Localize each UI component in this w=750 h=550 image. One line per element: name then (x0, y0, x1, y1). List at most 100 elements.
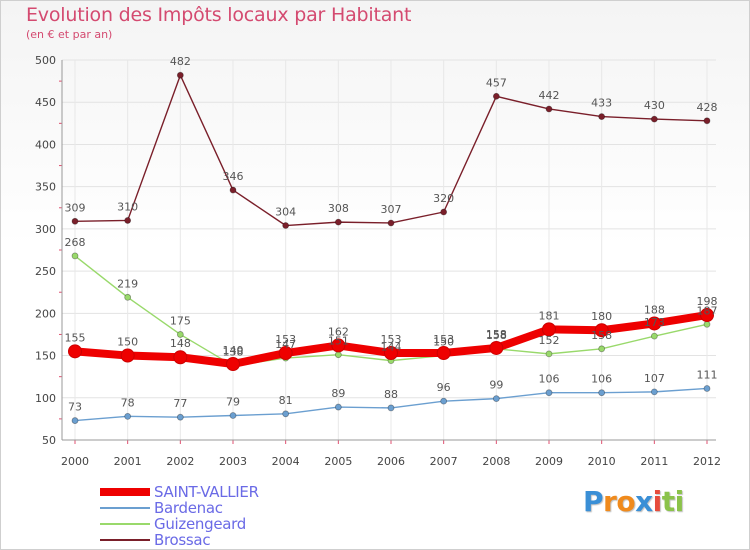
data-point-bardenac (229, 412, 237, 419)
data-point-brossac (124, 217, 132, 224)
data-point-brossac (229, 186, 237, 194)
data-point-brossac (71, 217, 79, 225)
data-label-brossac: 433 (591, 97, 612, 110)
data-label-bardenac: 107 (644, 372, 665, 385)
data-label-brossac: 482 (170, 55, 191, 68)
data-point-guizengeard (545, 350, 553, 358)
data-point-bardenac (703, 385, 711, 392)
data-label-brossac: 304 (275, 206, 296, 219)
data-point-guizengeard (71, 252, 79, 260)
data-point-bardenac (334, 403, 342, 411)
data-label-saint-vallier: 153 (275, 333, 296, 346)
x-tick-label: 2008 (482, 455, 510, 468)
data-label-guizengeard: 175 (170, 314, 191, 327)
x-tick-label: 2002 (166, 455, 194, 468)
data-point-brossac (334, 218, 342, 226)
data-label-bardenac: 78 (121, 396, 135, 409)
logo-letter: x (635, 485, 653, 518)
data-point-saint-vallier (226, 357, 240, 371)
data-label-bardenac: 89 (331, 387, 345, 400)
data-label-brossac: 309 (65, 201, 86, 214)
data-label-saint-vallier: 158 (486, 328, 507, 341)
legend-item-saint-vallier: SAINT-VALLIER (100, 484, 360, 500)
data-label-guizengeard: 158 (486, 329, 507, 342)
data-label-guizengeard: 187 (697, 304, 718, 317)
data-point-guizengeard (334, 351, 342, 359)
data-point-brossac (703, 117, 711, 125)
x-tick-label: 2010 (588, 455, 616, 468)
data-labels: 309 310 482 346 304 308 307 320 457 442 433 430 428 2… (65, 55, 718, 413)
x-tick-label: 2005 (324, 455, 352, 468)
data-label-guizengeard: 152 (539, 334, 560, 347)
data-point-brossac (492, 92, 500, 100)
x-tick-label: 2006 (377, 455, 405, 468)
data-point-guizengeard (598, 345, 606, 353)
data-label-bardenac: 111 (697, 368, 718, 381)
x-tick-label: 2009 (535, 455, 563, 468)
y-tick-label: 150 (35, 350, 56, 363)
data-point-guizengeard (703, 320, 711, 328)
data-label-bardenac: 79 (226, 396, 240, 409)
series (68, 71, 714, 424)
data-point-bardenac (598, 389, 606, 397)
axes: 50 100 150 200 250 300 350 400 450 500 2000 2001 200… (35, 54, 721, 468)
legend-item-bardenac: Bardenac (100, 500, 360, 516)
data-point-guizengeard (176, 331, 184, 338)
data-point-guizengeard (650, 332, 658, 340)
data-point-guizengeard (124, 293, 132, 301)
legend-swatch-saint-vallier (100, 488, 150, 496)
data-label-saint-vallier: 148 (170, 337, 191, 350)
data-label-bardenac: 88 (384, 388, 398, 401)
data-point-bardenac (440, 397, 448, 405)
data-label-bardenac: 106 (591, 373, 612, 386)
data-label-guizengeard: 151 (328, 335, 349, 348)
data-label-saint-vallier: 180 (591, 310, 612, 323)
data-point-bardenac (124, 412, 132, 420)
data-point-saint-vallier (700, 308, 714, 323)
data-point-saint-vallier (173, 350, 188, 365)
legend-label-bardenac: Bardenac (154, 499, 223, 517)
data-point-brossac (545, 105, 553, 113)
data-point-brossac (598, 113, 606, 120)
x-tick-label: 2011 (640, 455, 668, 468)
data-label-saint-vallier: 153 (381, 333, 402, 346)
data-label-bardenac: 96 (437, 381, 451, 394)
data-label-guizengeard: 144 (381, 341, 402, 354)
chart-title: Evolution des Impôts locaux par Habitant (26, 4, 412, 26)
data-point-bardenac (387, 404, 395, 412)
series-bardenac (71, 385, 711, 424)
legend-item-guizengeard: Guizengeard (100, 516, 360, 532)
data-point-saint-vallier (278, 346, 293, 361)
data-label-brossac: 310 (117, 200, 138, 213)
y-tick-label: 250 (35, 265, 56, 278)
y-tick-label: 350 (35, 181, 56, 194)
data-label-guizengeard: 173 (644, 316, 665, 329)
y-tick-label: 50 (42, 434, 56, 447)
legend-swatch-guizengeard (100, 523, 150, 525)
data-label-bardenac: 106 (539, 373, 560, 386)
data-label-saint-vallier: 162 (328, 325, 349, 338)
data-point-brossac (282, 222, 290, 229)
data-label-bardenac: 77 (173, 397, 187, 410)
data-point-bardenac (176, 413, 184, 421)
data-point-brossac (440, 208, 448, 216)
logo-letter: o (616, 485, 636, 518)
legend-swatch-bardenac (100, 507, 150, 509)
data-label-saint-vallier: 198 (697, 295, 718, 308)
logo-letter: r (603, 485, 617, 518)
data-label-brossac: 308 (328, 202, 349, 215)
data-point-bardenac (282, 410, 290, 418)
data-label-saint-vallier: 155 (65, 331, 86, 344)
data-label-saint-vallier: 140 (223, 344, 244, 357)
chart-subtitle: (en € et par an) (26, 28, 113, 41)
data-point-saint-vallier (489, 340, 504, 355)
data-label-saint-vallier: 150 (117, 336, 138, 349)
series-brossac (71, 71, 711, 229)
data-label-brossac: 320 (433, 192, 454, 205)
legend-label-guizengeard: Guizengeard (154, 515, 246, 533)
data-label-saint-vallier: 188 (644, 303, 665, 316)
x-tick-label: 2003 (219, 455, 247, 468)
data-point-bardenac (545, 389, 553, 397)
